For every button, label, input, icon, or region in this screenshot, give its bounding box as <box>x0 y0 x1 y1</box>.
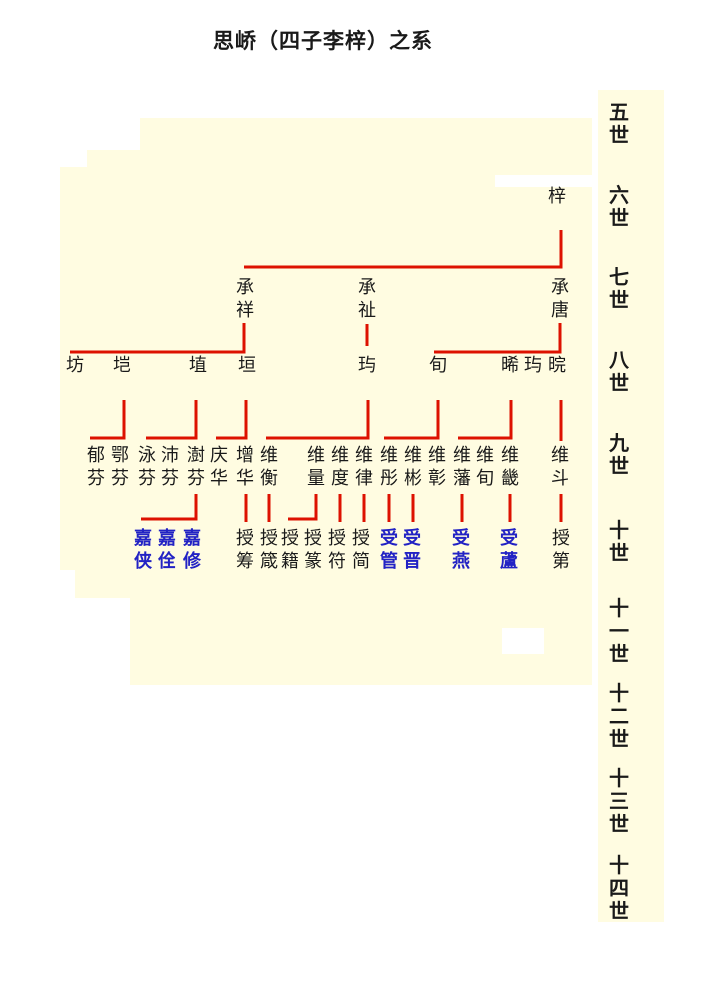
person-gen10-受蘆: 受蘆 <box>500 528 518 572</box>
family-link-玙 <box>266 400 370 440</box>
person-gen10-受晋: 受晋 <box>403 528 421 572</box>
person-gen8-玙: 玙 <box>358 355 376 376</box>
generation-label-六世: 六世 <box>609 183 629 230</box>
person-gen10-受管: 受管 <box>380 528 398 572</box>
person-gen8-玙: 玙 <box>524 355 542 376</box>
generation-label-七世: 七世 <box>609 265 629 312</box>
family-link-旬 <box>384 400 440 440</box>
family-link-垲 <box>90 400 126 440</box>
person-gen10-授箴: 授箴 <box>260 528 278 572</box>
person-gen9-澍芬: 澍芬 <box>187 445 205 489</box>
person-gen9-增华: 增华 <box>236 445 254 489</box>
family-link-埴 <box>146 400 198 440</box>
person-gen9-维旬: 维旬 <box>476 445 494 489</box>
person-gen10-授第: 授第 <box>552 528 570 572</box>
person-gen10-嘉修: 嘉修 <box>183 528 201 572</box>
person-gen9-泳芬: 泳芬 <box>138 445 156 489</box>
person-gen9-维彤: 维彤 <box>380 445 398 489</box>
family-link-梓 <box>244 230 563 269</box>
paper-region <box>60 118 592 685</box>
person-gen7-承唐: 承唐 <box>551 277 569 321</box>
generation-label-十三世: 十三世 <box>609 766 629 836</box>
generation-label-八世: 八世 <box>609 348 629 395</box>
family-link-垣 <box>216 400 248 440</box>
generation-label-十一世: 十一世 <box>609 596 629 666</box>
person-gen9-维藩: 维藩 <box>453 445 471 489</box>
person-gen8-晞: 晞 <box>501 355 519 376</box>
family-link-承祥 <box>70 323 246 354</box>
family-links <box>70 230 563 522</box>
person-gen9-维律: 维律 <box>355 445 373 489</box>
generation-label-十四世: 十四世 <box>609 853 629 923</box>
person-gen10-授符: 授符 <box>328 528 346 572</box>
person-gen10-授籍: 授籍 <box>281 528 299 572</box>
person-gen9-维彰: 维彰 <box>428 445 446 489</box>
person-gen9-维畿: 维畿 <box>501 445 519 489</box>
person-gen9-维量: 维量 <box>307 445 325 489</box>
generation-strip <box>598 90 664 922</box>
page-title: 思峤（四子李梓）之系 <box>213 29 433 53</box>
person-gen9-郁芬: 郁芬 <box>87 445 105 489</box>
generation-label-九世: 九世 <box>609 431 629 478</box>
person-gen9-庆华: 庆华 <box>210 445 228 489</box>
family-link-维量 <box>288 494 318 521</box>
person-gen9-鄂芬: 鄂芬 <box>111 445 129 489</box>
person-gen8-垲: 垲 <box>113 355 131 376</box>
person-gen8-旬: 旬 <box>429 355 447 376</box>
person-gen10-授筹: 授筹 <box>236 528 254 572</box>
person-gen10-受燕: 受燕 <box>452 528 470 572</box>
generation-label-五世: 五世 <box>609 100 629 147</box>
family-link-晞 <box>458 400 513 440</box>
person-gen8-埴: 埴 <box>189 355 207 376</box>
person-gen8-坊: 坊 <box>66 355 84 376</box>
family-link-澍芬 <box>141 494 198 521</box>
person-gen9-维斗: 维斗 <box>551 445 569 489</box>
person-gen7-承祥: 承祥 <box>236 277 254 321</box>
person-gen9-沛芬: 沛芬 <box>161 445 179 489</box>
generation-label-十世: 十世 <box>609 518 629 565</box>
scan-notch-bottom <box>502 628 544 654</box>
person-gen9-维彬: 维彬 <box>404 445 422 489</box>
scan-notch-top <box>495 175 595 187</box>
generation-label-十二世: 十二世 <box>609 681 629 751</box>
person-gen10-授简: 授简 <box>352 528 370 572</box>
person-gen8-晥: 晥 <box>548 355 566 376</box>
person-gen10-嘉侠: 嘉侠 <box>134 528 152 572</box>
person-gen7-承祉: 承祉 <box>358 277 376 321</box>
person-gen9-维度: 维度 <box>331 445 349 489</box>
family-link-承唐 <box>434 323 562 354</box>
person-gen8-垣: 垣 <box>238 355 256 376</box>
person-gen6-梓: 梓 <box>548 186 566 207</box>
person-gen9-维衡: 维衡 <box>260 445 278 489</box>
person-gen10-嘉佺: 嘉佺 <box>158 528 176 572</box>
person-gen10-授篆: 授篆 <box>304 528 322 572</box>
